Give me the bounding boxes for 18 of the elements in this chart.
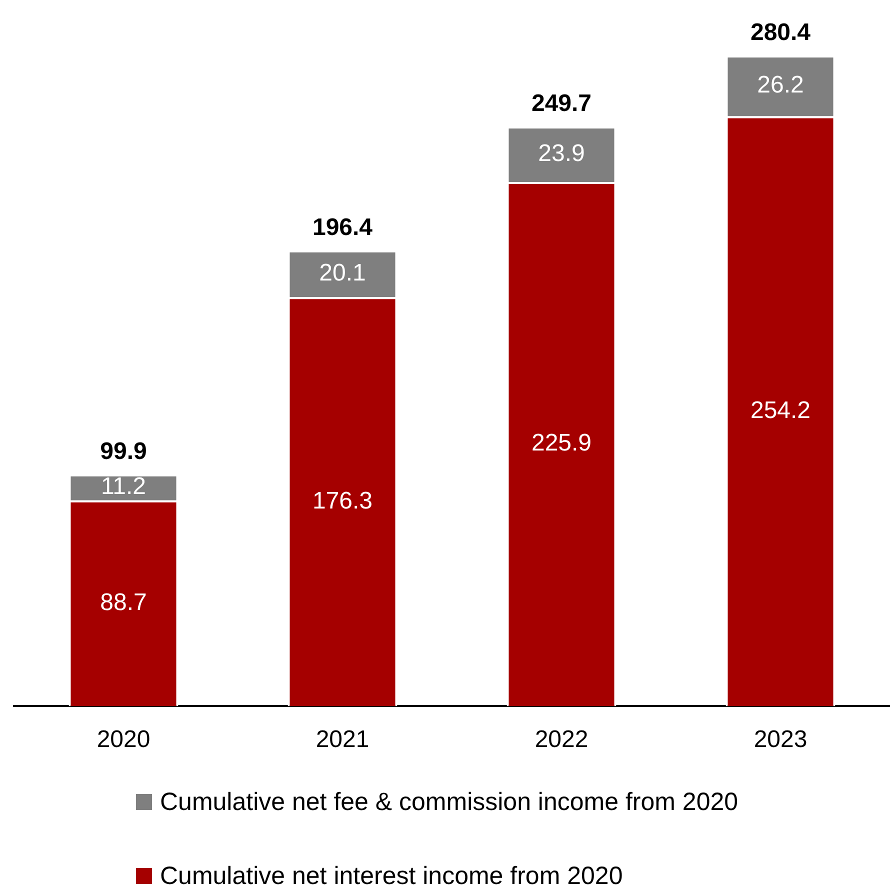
legend-label: Cumulative net interest income from 2020 <box>160 862 623 888</box>
x-tick-label: 2023 <box>754 726 808 754</box>
data-label: 176.3 <box>312 487 373 514</box>
data-label: 20.1 <box>319 259 366 286</box>
x-tick-label: 2021 <box>316 726 370 754</box>
total-label: 99.9 <box>100 438 147 465</box>
data-label: 26.2 <box>757 72 804 99</box>
data-label: 254.2 <box>750 396 811 424</box>
data-label: 11.2 <box>101 472 146 500</box>
total-label: 280.4 <box>750 19 812 46</box>
x-tick-label: 2020 <box>96 726 150 754</box>
x-tick-label: 2022 <box>534 726 588 754</box>
data-label: 88.7 <box>100 588 147 616</box>
total-label: 196.4 <box>312 214 374 242</box>
legend-label: Cumulative net fee & commission income from 2020 <box>160 788 738 816</box>
total-label: 249.7 <box>531 90 592 118</box>
data-label: 23.9 <box>538 140 585 167</box>
data-label: 225.9 <box>531 430 592 457</box>
